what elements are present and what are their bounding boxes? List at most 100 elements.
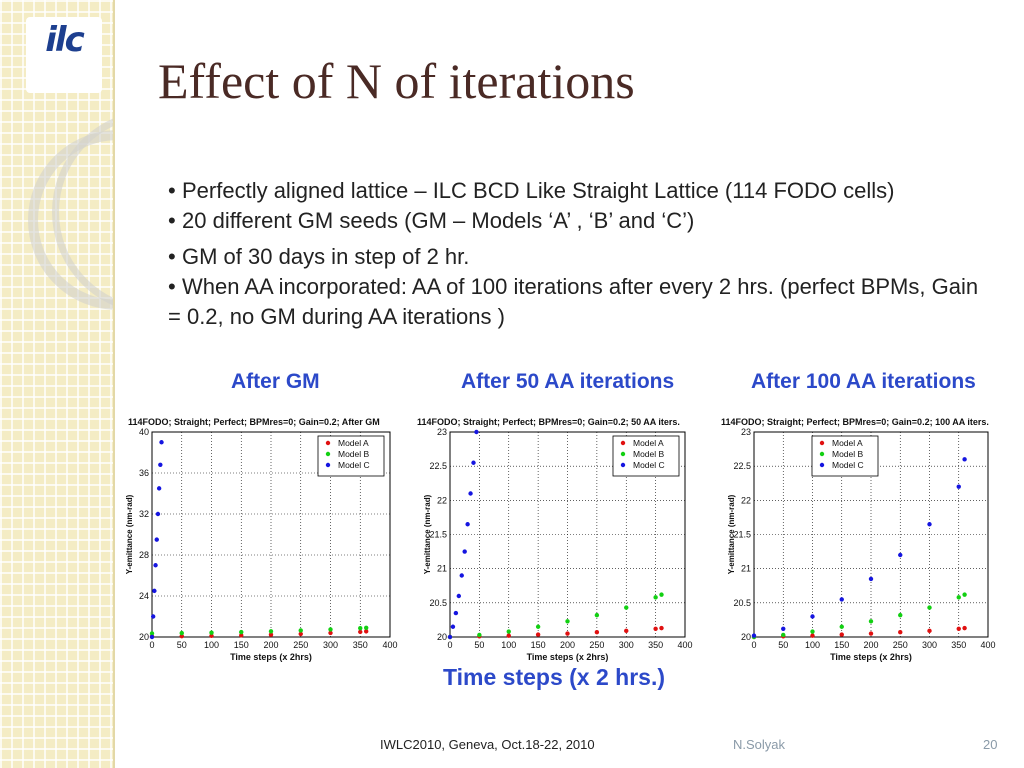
sidebar-edge: [113, 0, 115, 768]
y-tick-label: 23: [437, 427, 447, 437]
x-tick-label: 250: [589, 640, 604, 650]
chart-title: 114FODO; Straight; Perfect; BPMres=0; Ga…: [128, 417, 380, 427]
sidebar-decoration: ilc: [0, 0, 114, 768]
data-point: [268, 629, 274, 634]
y-tick-label: 20: [139, 632, 149, 642]
legend-marker: [620, 462, 626, 468]
y-tick-label: 21: [437, 564, 447, 574]
bullet-text: When AA incorporated: AA of 100 iteratio…: [168, 274, 979, 329]
legend-marker: [325, 462, 331, 468]
data-point: [962, 457, 967, 462]
data-point: [594, 612, 600, 618]
x-tick-label: 400: [980, 640, 995, 650]
chart-50-aa-iterations: 0 50 100 150 200 250 300 350 400 20 20.5 21 21.5 22 22…: [417, 417, 693, 662]
footer-conference: IWLC2010, Geneva, Oct.18-22, 2010: [380, 737, 595, 752]
x-axis-label: Time steps (x 2hrs): [230, 652, 312, 662]
data-point: [298, 631, 303, 637]
data-point: [868, 631, 874, 636]
data-point: [477, 632, 482, 638]
x-tick-label: 300: [323, 640, 338, 650]
y-tick-label: 20: [741, 632, 751, 642]
data-point: [810, 629, 815, 634]
bullet-item: • When AA incorporated: AA of 100 iterati…: [168, 272, 988, 332]
data-point: [751, 633, 757, 638]
data-point: [364, 625, 369, 630]
y-tick-label: 20.5: [429, 598, 447, 608]
footer-author: N.Solyak: [733, 737, 786, 752]
y-tick-label: 21.5: [733, 530, 751, 540]
data-point: [358, 629, 363, 635]
x-tick-label: 150: [234, 640, 249, 650]
legend-marker: [620, 440, 626, 446]
data-point: [447, 634, 453, 640]
chart-after-gm: 0 50 100 150 200 250 300 350 400 20 24 28 32 36 40114F…: [125, 417, 398, 662]
y-tick-label: 20: [437, 632, 447, 642]
bullet-text: 20 different GM seeds (GM – Models ‘A’ ,…: [182, 208, 695, 233]
data-point: [456, 593, 462, 599]
legend-label: Model B: [338, 449, 370, 459]
bullet-item: • GM of 30 days in step of 2 hr.: [168, 242, 988, 272]
y-tick-label: 36: [139, 468, 149, 478]
bullet-item: • Perfectly aligned lattice – ILC BCD Lik…: [168, 176, 988, 206]
chart-title: 114FODO; Straight; Perfect; BPMres=0; Ga…: [721, 417, 989, 427]
data-point: [927, 628, 932, 634]
data-point: [506, 633, 511, 638]
data-point: [624, 605, 629, 610]
data-point: [653, 595, 658, 600]
legend-marker: [819, 462, 825, 468]
data-point: [898, 630, 903, 635]
legend-label: Model C: [832, 460, 864, 470]
x-tick-label: 150: [531, 640, 546, 650]
data-point: [962, 625, 967, 631]
x-tick-label: 100: [805, 640, 820, 650]
data-point: [465, 522, 470, 527]
x-tick-label: 350: [648, 640, 663, 650]
data-point: [155, 511, 161, 517]
data-point: [179, 630, 184, 636]
x-axis-label: Time steps (x 2hrs): [830, 652, 912, 662]
x-axis-note: Time steps (x 2 hrs.): [443, 664, 665, 690]
x-tick-label: 100: [501, 640, 516, 650]
data-point: [239, 633, 244, 638]
chart-title: 114FODO; Straight; Perfect; BPMres=0; Ga…: [417, 417, 680, 427]
data-point: [810, 633, 815, 638]
panel-heading-after-gm: After GM: [231, 370, 320, 393]
x-tick-label: 50: [474, 640, 484, 650]
data-point: [159, 440, 164, 445]
data-point: [781, 626, 786, 631]
data-point: [781, 632, 786, 638]
y-tick-label: 23: [741, 427, 751, 437]
x-tick-label: 50: [177, 640, 187, 650]
data-point: [471, 460, 476, 465]
data-point: [898, 552, 903, 558]
y-tick-label: 22.5: [733, 461, 751, 471]
x-tick-label: 300: [922, 640, 937, 650]
x-tick-label: 400: [382, 640, 397, 650]
data-point: [358, 625, 363, 631]
legend-label: Model A: [832, 438, 863, 448]
data-point: [868, 576, 874, 582]
legend-marker: [325, 440, 331, 446]
bullet-text: GM of 30 days in step of 2 hr.: [182, 244, 470, 269]
data-point: [956, 626, 961, 631]
data-point: [474, 429, 479, 435]
data-point: [152, 588, 157, 594]
data-point: [962, 592, 967, 597]
data-point: [839, 597, 844, 602]
y-tick-label: 22.5: [429, 461, 447, 471]
bullet-dot-icon: •: [168, 178, 176, 203]
y-tick-label: 32: [139, 509, 149, 519]
data-point: [328, 627, 333, 632]
data-point: [453, 610, 459, 616]
x-tick-label: 300: [619, 640, 634, 650]
y-tick-label: 21.5: [429, 530, 447, 540]
x-tick-label: 50: [778, 640, 788, 650]
x-tick-label: 0: [751, 640, 756, 650]
data-point: [149, 634, 155, 640]
data-point: [450, 624, 456, 629]
data-point: [927, 605, 932, 610]
x-tick-label: 0: [447, 640, 452, 650]
x-tick-label: 250: [293, 640, 308, 650]
legend-label: Model C: [633, 460, 665, 470]
legend-marker: [819, 451, 825, 457]
